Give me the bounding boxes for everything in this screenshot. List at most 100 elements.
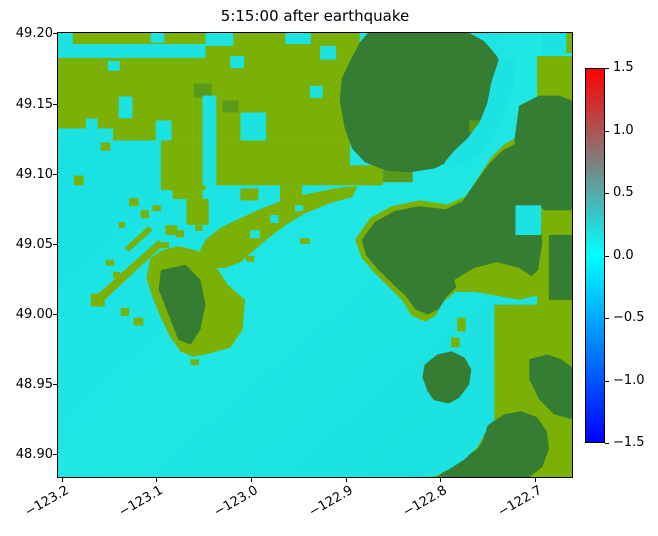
land-patch-low — [342, 165, 383, 186]
land-patch-low — [544, 60, 572, 81]
water-patch — [205, 33, 234, 46]
water-patch — [320, 45, 337, 60]
water-patch — [423, 399, 490, 477]
water-patch — [58, 128, 113, 141]
land-patch-low — [160, 242, 170, 248]
colorbar-tick-label: 0.5 — [613, 185, 634, 200]
land-patch-low — [112, 271, 121, 278]
x-tick-mark — [345, 478, 347, 482]
land-patch-low — [451, 337, 460, 348]
land-patch-low — [73, 175, 84, 186]
water-patch — [542, 33, 567, 55]
colorbar-gradient — [585, 68, 605, 443]
x-tick-mark — [251, 478, 253, 482]
water-patch — [444, 58, 516, 169]
land-patch-low — [100, 142, 111, 151]
x-tick-label: −123.2 — [22, 483, 72, 521]
x-tick-mark — [61, 478, 63, 482]
land-patch-low — [454, 262, 540, 300]
x-tick-mark — [535, 478, 537, 482]
land-patch-low — [118, 222, 125, 228]
water-patch — [150, 33, 165, 43]
colorbar-tick-mark — [605, 130, 609, 132]
land-patch-mid — [382, 170, 413, 183]
colorbar-tick-label: −1.0 — [613, 372, 645, 388]
land-patch-low — [195, 186, 358, 268]
y-tick-label: 49.20 — [15, 26, 53, 42]
land-patch-low — [160, 140, 206, 191]
map-plot-area — [57, 32, 573, 478]
water-patch — [270, 215, 279, 224]
water-patch — [294, 205, 304, 212]
land-patch-low — [195, 225, 203, 232]
land-patch-low — [133, 317, 144, 326]
water-patch — [58, 44, 206, 58]
water-patch — [118, 96, 133, 119]
water-patch — [155, 120, 172, 141]
land-patch-high — [437, 411, 549, 477]
land-patch-low — [240, 188, 259, 201]
y-tick-label: 48.95 — [15, 377, 53, 393]
plot-title: 5:15:00 after earthquake — [220, 7, 410, 25]
land-patch-low — [300, 238, 310, 244]
colorbar-tick-mark — [605, 443, 609, 444]
land-patch-low — [96, 239, 164, 302]
land-patch-low — [457, 317, 466, 332]
colorbar-tick-label: 1.0 — [613, 122, 634, 138]
colorbar-tick-label: 1.5 — [613, 60, 634, 75]
colorbar-tick-mark — [605, 193, 609, 194]
land-patch-low — [165, 225, 178, 236]
land-patch-low — [246, 255, 255, 262]
land-patch-low — [124, 226, 153, 252]
land-patch-high — [339, 33, 505, 173]
water-patch — [58, 33, 73, 45]
land-patch-low — [120, 307, 129, 316]
land-patch-low — [190, 359, 199, 366]
y-tick-label: 49.15 — [15, 96, 53, 112]
colorbar-tick-label: −1.5 — [613, 435, 645, 450]
colorbar-tick-label: 0.0 — [613, 247, 634, 263]
land-patch-low — [186, 199, 209, 225]
y-tick-mark — [53, 454, 57, 456]
land-patch-low — [564, 33, 572, 53]
water-patch — [285, 33, 311, 45]
colorbar-tick-mark — [605, 68, 609, 69]
water-patch — [85, 118, 98, 131]
y-tick-label: 49.10 — [15, 166, 53, 182]
land-patch-high — [548, 235, 572, 300]
water-patch — [240, 112, 267, 141]
land-patch-high — [158, 264, 206, 345]
water-patch — [107, 60, 120, 71]
land-patch-low — [172, 185, 203, 200]
y-tick-mark — [53, 384, 57, 386]
water-patch — [202, 95, 217, 186]
land-patch-mid — [222, 100, 239, 113]
water-patch — [230, 56, 245, 69]
x-tick-label: −122.7 — [495, 483, 545, 521]
x-tick-label: −123.0 — [211, 483, 261, 521]
land-patch-low — [175, 230, 184, 238]
x-tick-label: −123.1 — [116, 483, 166, 521]
y-tick-mark — [53, 173, 57, 175]
y-tick-mark — [53, 243, 57, 245]
water-patch — [309, 85, 323, 98]
y-tick-label: 49.00 — [15, 306, 53, 322]
colorbar-tick-label: −0.5 — [613, 310, 645, 325]
x-tick-mark — [440, 478, 442, 482]
land-patch-mid — [193, 83, 212, 98]
land-patch-low — [128, 198, 139, 207]
land-patch-low — [105, 259, 115, 266]
land-patch-high — [529, 354, 572, 420]
x-tick-mark — [156, 478, 158, 482]
colorbar-tick-mark — [605, 318, 609, 319]
colorbar-tick-mark — [605, 255, 609, 257]
land-patch-mid — [469, 120, 482, 133]
land-patch-low — [494, 304, 540, 365]
land-patch-high — [422, 351, 472, 405]
land-patch-low — [215, 140, 350, 186]
land-patch-low — [140, 210, 149, 219]
y-tick-mark — [53, 103, 57, 105]
x-tick-label: −122.9 — [306, 483, 356, 521]
y-tick-label: 49.05 — [15, 236, 53, 252]
